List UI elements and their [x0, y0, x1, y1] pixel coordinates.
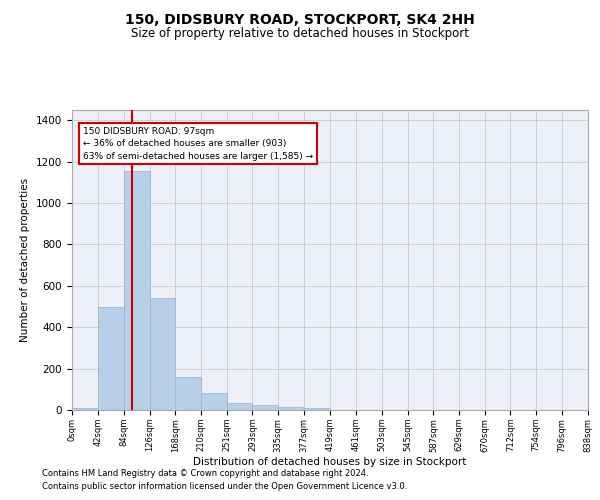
Bar	[98, 306, 124, 410]
Text: Size of property relative to detached houses in Stockport: Size of property relative to detached ho…	[131, 28, 469, 40]
Text: 150, DIDSBURY ROAD, STOCKPORT, SK4 2HH: 150, DIDSBURY ROAD, STOCKPORT, SK4 2HH	[125, 12, 475, 26]
Bar	[175, 377, 202, 410]
Bar	[149, 298, 175, 410]
X-axis label: Distribution of detached houses by size in Stockport: Distribution of detached houses by size …	[193, 457, 467, 467]
Bar	[278, 407, 304, 410]
Bar	[124, 171, 149, 410]
Text: Contains HM Land Registry data © Crown copyright and database right 2024.: Contains HM Land Registry data © Crown c…	[42, 468, 368, 477]
Bar	[202, 394, 227, 410]
Bar	[227, 403, 253, 410]
Y-axis label: Number of detached properties: Number of detached properties	[20, 178, 31, 342]
Bar	[72, 408, 98, 410]
Bar	[253, 405, 278, 410]
Bar	[304, 408, 330, 410]
Text: Contains public sector information licensed under the Open Government Licence v3: Contains public sector information licen…	[42, 482, 407, 491]
Text: 150 DIDSBURY ROAD: 97sqm
← 36% of detached houses are smaller (903)
63% of semi-: 150 DIDSBURY ROAD: 97sqm ← 36% of detach…	[83, 126, 313, 160]
